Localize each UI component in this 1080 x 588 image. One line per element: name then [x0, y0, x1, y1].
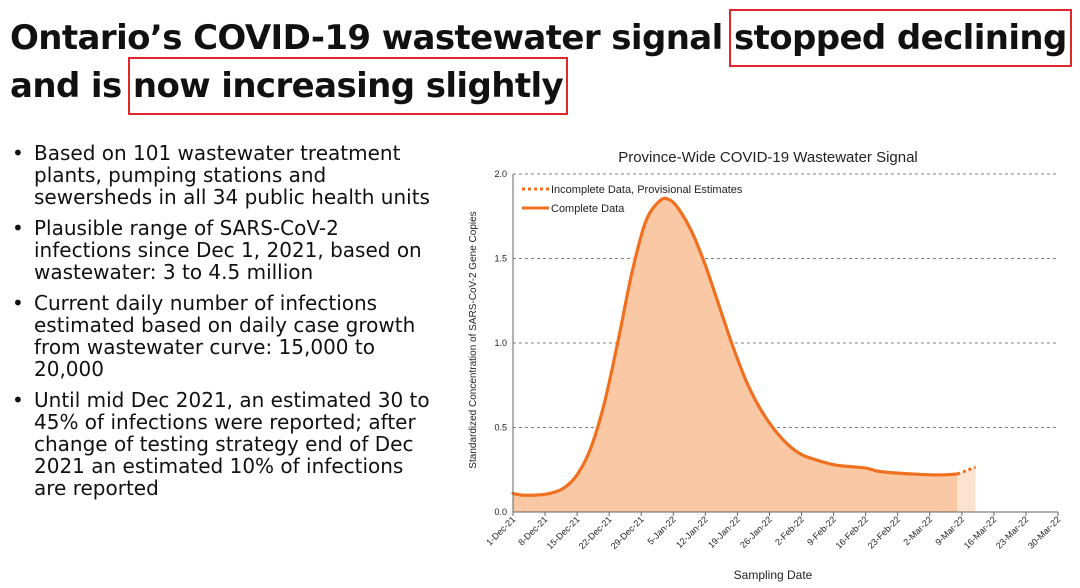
x-tick-label: 2-Feb-22 — [773, 514, 806, 547]
bullet-dot: • — [12, 141, 24, 165]
chart-legend: Incomplete Data, Provisional Estimates Co… — [522, 184, 743, 215]
bullet-text: Plausible range of SARS-CoV-2 infections… — [34, 216, 422, 284]
y-tick-label: 0.0 — [494, 507, 507, 517]
bullet-dot: • — [12, 388, 24, 412]
title-highlight-box: stopped declining — [728, 9, 1072, 67]
series-line — [511, 196, 959, 497]
chart-axes — [512, 174, 1059, 516]
bullet-item: • Current daily number of infections esti… — [12, 292, 442, 380]
x-tick-label: 8-Dec-21 — [516, 514, 549, 547]
bullet-dot: • — [12, 291, 24, 315]
x-tick-label: 16-Mar-22 — [962, 514, 998, 550]
x-tick-label: 1-Dec-21 — [484, 514, 517, 547]
x-tick-label: 5-Jan-22 — [646, 514, 678, 546]
y-tick-label: 1.5 — [494, 254, 507, 264]
bullet-list: • Based on 101 wastewater treatment plant… — [12, 142, 442, 508]
slide-title: Ontario’s COVID-19 wastewater signal sto… — [10, 9, 1072, 115]
x-tick-label: 30-Mar-22 — [1026, 514, 1062, 550]
y-tick-label: 1.0 — [494, 338, 507, 348]
y-axis-label: Standardized Concentration of SARS-CoV-2… — [468, 211, 479, 468]
bullet-item: • Based on 101 wastewater treatment plant… — [12, 142, 442, 208]
x-tick-label: 26-Jan-22 — [738, 514, 774, 550]
x-tick-label: 15-Dec-21 — [545, 514, 582, 551]
x-tick-label: 2-Mar-22 — [901, 514, 934, 547]
bullet-dot: • — [12, 216, 24, 240]
legend-label: Incomplete Data, Provisional Estimates — [551, 184, 743, 196]
bullet-text: Until mid Dec 2021, an estimated 30 to 4… — [34, 388, 430, 500]
bullet-text: Based on 101 wastewater treatment plants… — [34, 141, 430, 209]
chart-title: Province-Wide COVID-19 Wastewater Signal — [618, 149, 918, 166]
bullet-item: • Until mid Dec 2021, an estimated 30 to … — [12, 389, 442, 499]
x-tick-label: 16-Feb-22 — [834, 514, 870, 550]
x-axis-label: Sampling Date — [734, 568, 813, 582]
x-tick-label: 19-Jan-22 — [706, 514, 742, 550]
chart-lines — [511, 196, 977, 497]
title-line-2: and is now increasing slightly — [10, 57, 569, 115]
bullet-item: • Plausible range of SARS-CoV-2 infection… — [12, 217, 442, 283]
title-line-1: Ontario’s COVID-19 wastewater signal sto… — [10, 9, 1072, 67]
series-area — [957, 467, 976, 512]
wastewater-chart: Province-Wide COVID-19 Wastewater Signal… — [468, 149, 1062, 582]
y-tick-label: 2.0 — [494, 169, 507, 179]
bullet-text: Current daily number of infections estim… — [34, 291, 416, 381]
title-highlight-box: now increasing slightly — [127, 57, 569, 115]
y-tick-labels: 0.0 0.5 1.0 1.5 2.0 — [494, 169, 507, 517]
x-tick-label: 29-Dec-21 — [609, 514, 646, 551]
series-line — [956, 465, 977, 476]
x-tick-label: 23-Feb-22 — [866, 514, 902, 550]
x-tick-label: 23-Mar-22 — [994, 514, 1030, 550]
x-tick-label: 9-Feb-22 — [805, 514, 838, 547]
x-tick-label: 12-Jan-22 — [674, 514, 710, 550]
legend-label: Complete Data — [551, 203, 625, 215]
x-tick-labels: 1-Dec-218-Dec-2115-Dec-2122-Dec-2129-Dec… — [484, 514, 1062, 551]
y-tick-label: 0.5 — [494, 423, 507, 433]
x-tick-label: 9-Mar-22 — [933, 514, 966, 547]
x-tick-label: 22-Dec-21 — [577, 514, 614, 551]
